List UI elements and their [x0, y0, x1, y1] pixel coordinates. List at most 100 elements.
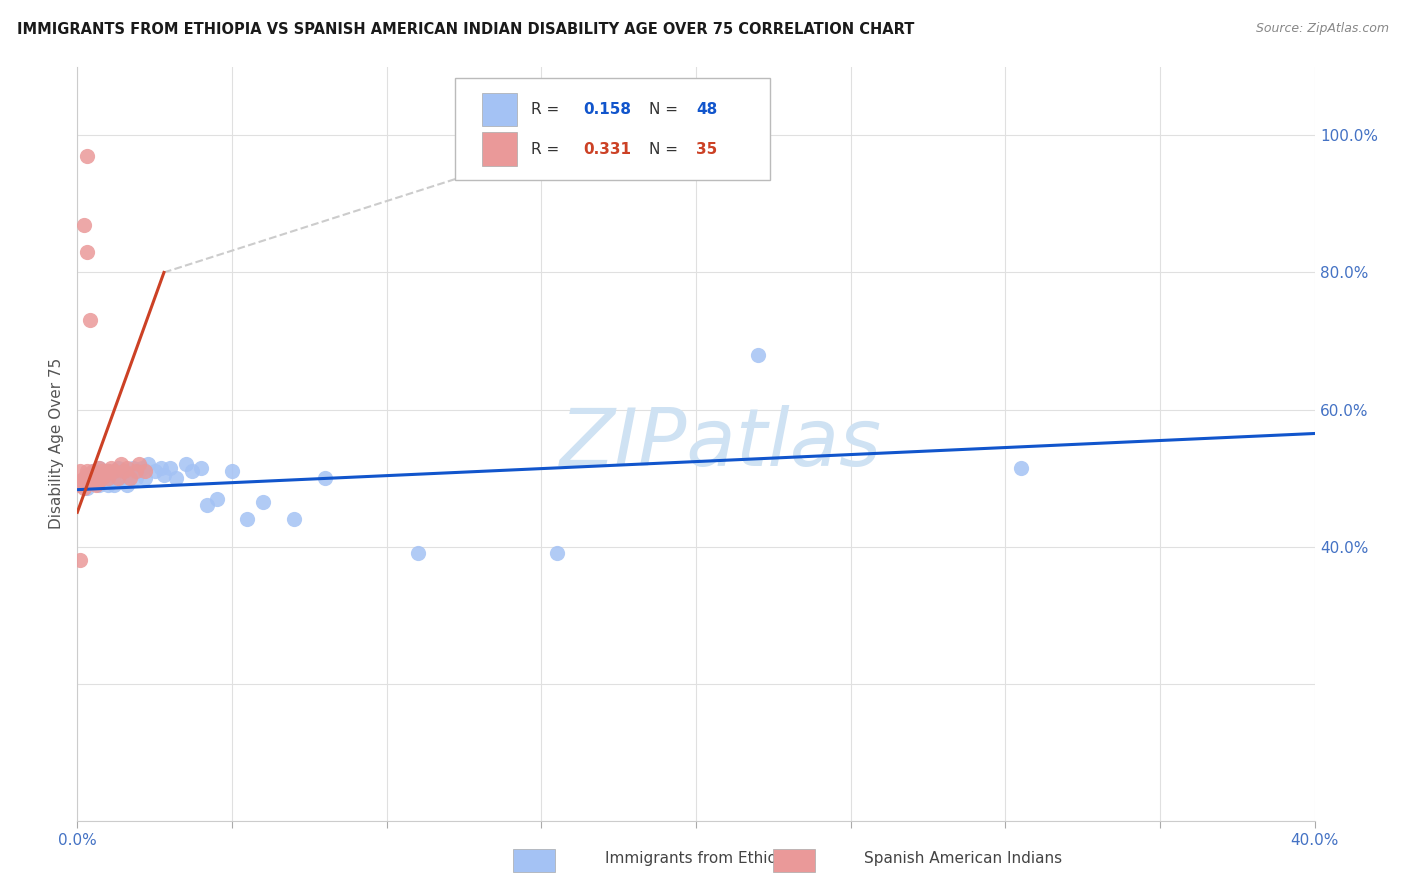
Point [190, 460, 212, 475]
Point [100, 471, 122, 485]
Point [91, 471, 114, 485]
Point [128, 458, 150, 472]
Point [87, 478, 110, 492]
Point [107, 460, 129, 475]
Point [69, 464, 91, 478]
Point [84, 478, 107, 492]
Text: N =: N = [650, 143, 683, 157]
Text: 0.331: 0.331 [583, 143, 631, 157]
Bar [482, 133, 516, 167]
Point [112, 464, 135, 478]
Point [69, 478, 91, 492]
Point [91, 467, 114, 482]
Point [76, 149, 98, 163]
Point [110, 471, 132, 485]
Point [205, 491, 228, 506]
Point [87, 460, 110, 475]
Point [125, 464, 148, 478]
Point [165, 471, 187, 485]
Point [138, 458, 160, 472]
Point [69, 553, 91, 567]
Point [79, 313, 101, 327]
Point [125, 471, 148, 485]
Text: 35: 35 [696, 143, 717, 157]
Point [97, 478, 120, 492]
Text: 48: 48 [696, 103, 717, 118]
Point [314, 471, 336, 485]
Point [112, 464, 135, 478]
Point [131, 460, 153, 475]
Text: Source: ZipAtlas.com: Source: ZipAtlas.com [1256, 22, 1389, 36]
Point [143, 464, 166, 478]
Point [134, 464, 156, 478]
Point [79, 467, 101, 482]
Point [149, 460, 172, 475]
Point [82, 464, 104, 478]
Text: IMMIGRANTS FROM ETHIOPIA VS SPANISH AMERICAN INDIAN DISABILITY AGE OVER 75 CORRE: IMMIGRANTS FROM ETHIOPIA VS SPANISH AMER… [17, 22, 914, 37]
Point [110, 458, 132, 472]
Text: ZIPatlas: ZIPatlas [560, 405, 882, 483]
Point [79, 475, 101, 489]
Point [94, 467, 117, 482]
Text: Spanish American Indians: Spanish American Indians [865, 851, 1062, 865]
Point [115, 478, 138, 492]
Point [115, 460, 138, 475]
Point [174, 458, 197, 472]
Point [76, 244, 98, 259]
Text: R =: R = [531, 143, 565, 157]
Point [195, 499, 218, 513]
Point [103, 464, 125, 478]
Point [122, 460, 145, 475]
Point [118, 471, 141, 485]
Point [107, 471, 129, 485]
Point [134, 471, 156, 485]
Point [84, 471, 107, 485]
Point [100, 460, 122, 475]
Text: R =: R = [531, 103, 565, 118]
Point [76, 464, 98, 478]
Point [283, 512, 305, 526]
Point [87, 475, 110, 489]
Point [76, 471, 98, 485]
Point [72, 471, 94, 485]
Text: 0.158: 0.158 [583, 103, 631, 118]
Point [97, 471, 120, 485]
Text: N =: N = [650, 103, 683, 118]
Point [82, 475, 104, 489]
Point [82, 471, 104, 485]
Y-axis label: Disability Age Over 75: Disability Age Over 75 [49, 359, 65, 529]
Point [72, 218, 94, 232]
Text: Immigrants from Ethiopia: Immigrants from Ethiopia [606, 851, 800, 865]
Point [1010, 460, 1032, 475]
Point [406, 546, 429, 560]
Point [82, 464, 104, 478]
Point [79, 467, 101, 482]
Point [76, 481, 98, 495]
Point [97, 464, 120, 478]
Point [747, 348, 769, 362]
Point [118, 467, 141, 482]
Bar [482, 93, 516, 127]
Point [252, 495, 274, 509]
Point [159, 460, 181, 475]
Point [94, 475, 117, 489]
Point [103, 467, 125, 482]
Point [236, 512, 259, 526]
FancyBboxPatch shape [454, 78, 770, 180]
Point [221, 464, 243, 478]
Point [97, 464, 120, 478]
Point [72, 481, 94, 495]
Point [91, 464, 114, 478]
Point [76, 467, 98, 482]
Point [103, 478, 125, 492]
Point [180, 464, 202, 478]
Point [91, 471, 114, 485]
Point [69, 475, 91, 489]
Point [84, 467, 107, 482]
Point [67, 478, 90, 492]
Point [153, 467, 176, 482]
Point [87, 460, 110, 475]
Point [72, 475, 94, 489]
Point [128, 464, 150, 478]
Point [546, 546, 568, 560]
